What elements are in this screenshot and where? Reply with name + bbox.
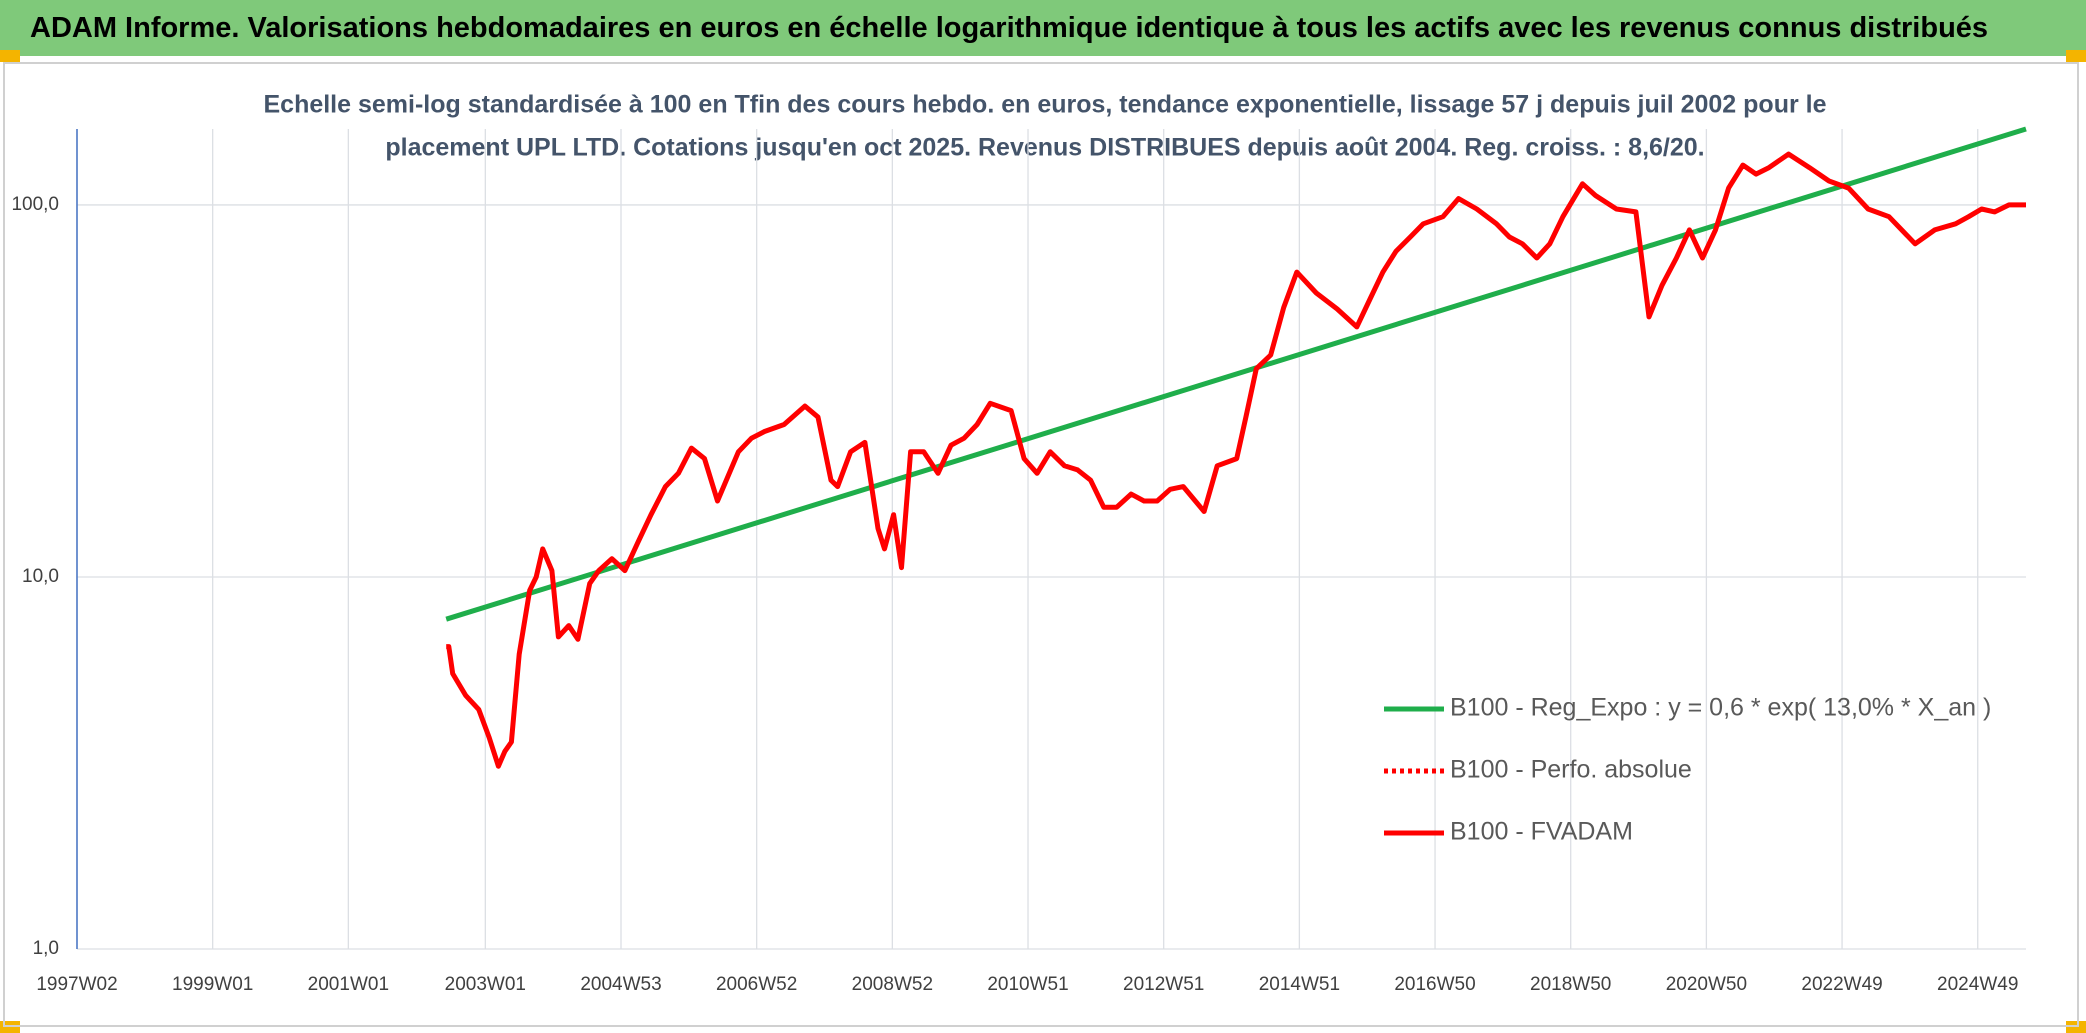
x-tick-label: 2010W51 — [987, 974, 1068, 995]
chart-frame — [3, 62, 2079, 1027]
title-banner: ADAM Informe. Valorisations hebdomadaire… — [0, 0, 2086, 56]
x-tick-label: 2003W01 — [445, 974, 526, 995]
x-tick-label: 2016W50 — [1394, 974, 1475, 995]
x-tick-label: 2006W52 — [716, 974, 797, 995]
corner-mark — [0, 1021, 20, 1033]
legend-label: B100 - FVADAM — [1450, 818, 1633, 846]
x-tick-label: 2020W50 — [1666, 974, 1747, 995]
x-tick-label: 1997W02 — [36, 974, 117, 995]
corner-mark — [2066, 50, 2086, 62]
page-title: ADAM Informe. Valorisations hebdomadaire… — [30, 12, 1989, 44]
legend-label: B100 - Perfo. absolue — [1450, 756, 1692, 784]
x-tick-label: 2012W51 — [1123, 974, 1204, 995]
corner-mark — [0, 50, 20, 62]
y-tick-label: 1,0 — [33, 938, 59, 959]
x-tick-label: 2001W01 — [308, 974, 389, 995]
x-tick-label: 2014W51 — [1259, 974, 1340, 995]
x-tick-label: 2004W53 — [580, 974, 661, 995]
x-tick-label: 2018W50 — [1530, 974, 1611, 995]
x-tick-label: 1999W01 — [172, 974, 253, 995]
chart-subtitle: placement UPL LTD. Cotations jusqu'en oc… — [385, 134, 1704, 162]
y-tick-label: 100,0 — [11, 194, 59, 215]
series-line — [446, 151, 2026, 769]
x-tick-label: 2024W49 — [1937, 974, 2018, 995]
y-tick-label: 10,0 — [22, 566, 59, 587]
legend-label: B100 - Reg_Expo : y = 0,6 * exp( 13,0% *… — [1450, 694, 1991, 722]
x-tick-label: 2022W49 — [1801, 974, 1882, 995]
corner-mark — [2066, 1021, 2086, 1033]
series-line — [445, 126, 2027, 622]
chart-subtitle: Echelle semi-log standardisée à 100 en T… — [263, 91, 1826, 119]
x-tick-label: 2008W52 — [852, 974, 933, 995]
